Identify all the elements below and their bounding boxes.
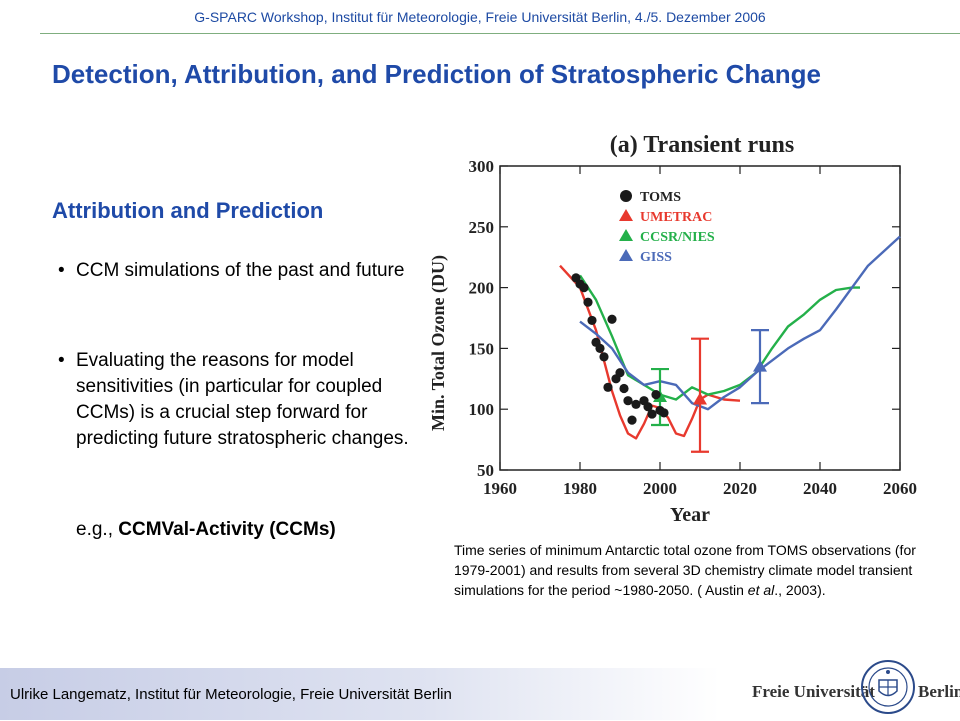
data-point-toms: [579, 283, 589, 293]
y-tick-label: 150: [469, 339, 495, 358]
data-point-toms: [603, 382, 613, 392]
x-tick-label: 2000: [643, 479, 677, 498]
bullet-text: CCM simulations of the past and future: [76, 260, 405, 281]
error-marker-giss: [753, 359, 767, 372]
x-tick-label: 1960: [483, 479, 517, 498]
header-divider: [40, 33, 960, 34]
bullet-dot: •: [58, 350, 65, 371]
bullet-dot: •: [58, 260, 65, 281]
chart-title: (a) Transient runs: [610, 132, 794, 158]
y-axis-label: Min. Total Ozone (DU): [428, 255, 449, 431]
data-point-toms: [607, 314, 617, 324]
legend-label: TOMS: [640, 190, 681, 205]
workshop-header: G-SPARC Workshop, Institut für Meteorolo…: [194, 9, 766, 25]
x-tick-label: 1980: [563, 479, 597, 498]
data-point-toms: [615, 368, 625, 378]
data-point-toms: [623, 396, 633, 406]
x-axis-label: Year: [670, 504, 710, 526]
data-point-toms: [619, 383, 629, 394]
legend-marker: [619, 229, 633, 241]
legend-label: GISS: [640, 250, 672, 265]
bullet-text: Evaluating the reasons for model sensiti…: [76, 350, 409, 449]
figure-caption: Time series of minimum Antarctic total o…: [454, 540, 944, 600]
data-point-toms: [647, 409, 657, 419]
y-tick-label: 250: [469, 218, 495, 237]
legend-label: UMETRAC: [640, 210, 712, 225]
caption-italic: et al: [747, 582, 775, 598]
ozone-chart: (a) Transient runs Min. Total Ozone (DU)…: [420, 128, 920, 536]
university-seal-icon: [860, 658, 916, 716]
series-line-ccsr-nies: [578, 274, 860, 401]
footer-band: [0, 668, 960, 720]
y-tick-label: 100: [469, 400, 495, 419]
example-bold: CCMVal-Activity (CCMs): [118, 519, 336, 540]
legend-label: CCSR/NIES: [640, 230, 715, 245]
caption-text-end: ., 2003).: [774, 582, 826, 598]
caption-text: Time series of minimum Antarctic total o…: [454, 542, 916, 598]
slide-header: G-SPARC Workshop, Institut für Meteorolo…: [0, 0, 960, 36]
page-title: Detection, Attribution, and Prediction o…: [52, 59, 821, 89]
data-point-toms: [651, 390, 661, 400]
y-tick-label: 200: [469, 279, 495, 298]
section-heading: Attribution and Prediction: [52, 198, 324, 223]
example-line: e.g., CCMVal-Activity (CCMs): [76, 517, 336, 543]
series-line-giss: [579, 235, 901, 411]
footer-author: Ulrike Langematz, Institut für Meteorolo…: [10, 686, 452, 703]
data-point-toms: [659, 408, 669, 418]
logo-wordmark-left: Freie Universität: [752, 682, 875, 701]
x-tick-label: 2040: [803, 479, 837, 498]
data-point-toms: [583, 297, 593, 307]
ozone-chart-svg: (a) Transient runs Min. Total Ozone (DU)…: [428, 132, 917, 526]
data-point-toms: [587, 315, 597, 326]
example-prefix: e.g.,: [76, 519, 119, 540]
data-point-toms: [631, 399, 641, 409]
data-point-toms: [599, 352, 609, 362]
plot-frame: [499, 165, 901, 471]
data-point-toms: [643, 402, 653, 412]
legend-marker: [619, 209, 633, 221]
x-tick-label: 2060: [883, 479, 917, 498]
legend-marker: [620, 190, 632, 202]
x-tick-label: 2020: [723, 479, 757, 498]
data-point-toms: [595, 343, 605, 353]
error-marker-umetrac: [693, 392, 707, 405]
y-tick-label: 300: [469, 157, 495, 176]
y-tick-label: 50: [477, 461, 494, 480]
data-point-toms: [627, 415, 637, 425]
legend-marker: [619, 249, 633, 261]
logo-wordmark-right: Berlin: [918, 682, 960, 701]
